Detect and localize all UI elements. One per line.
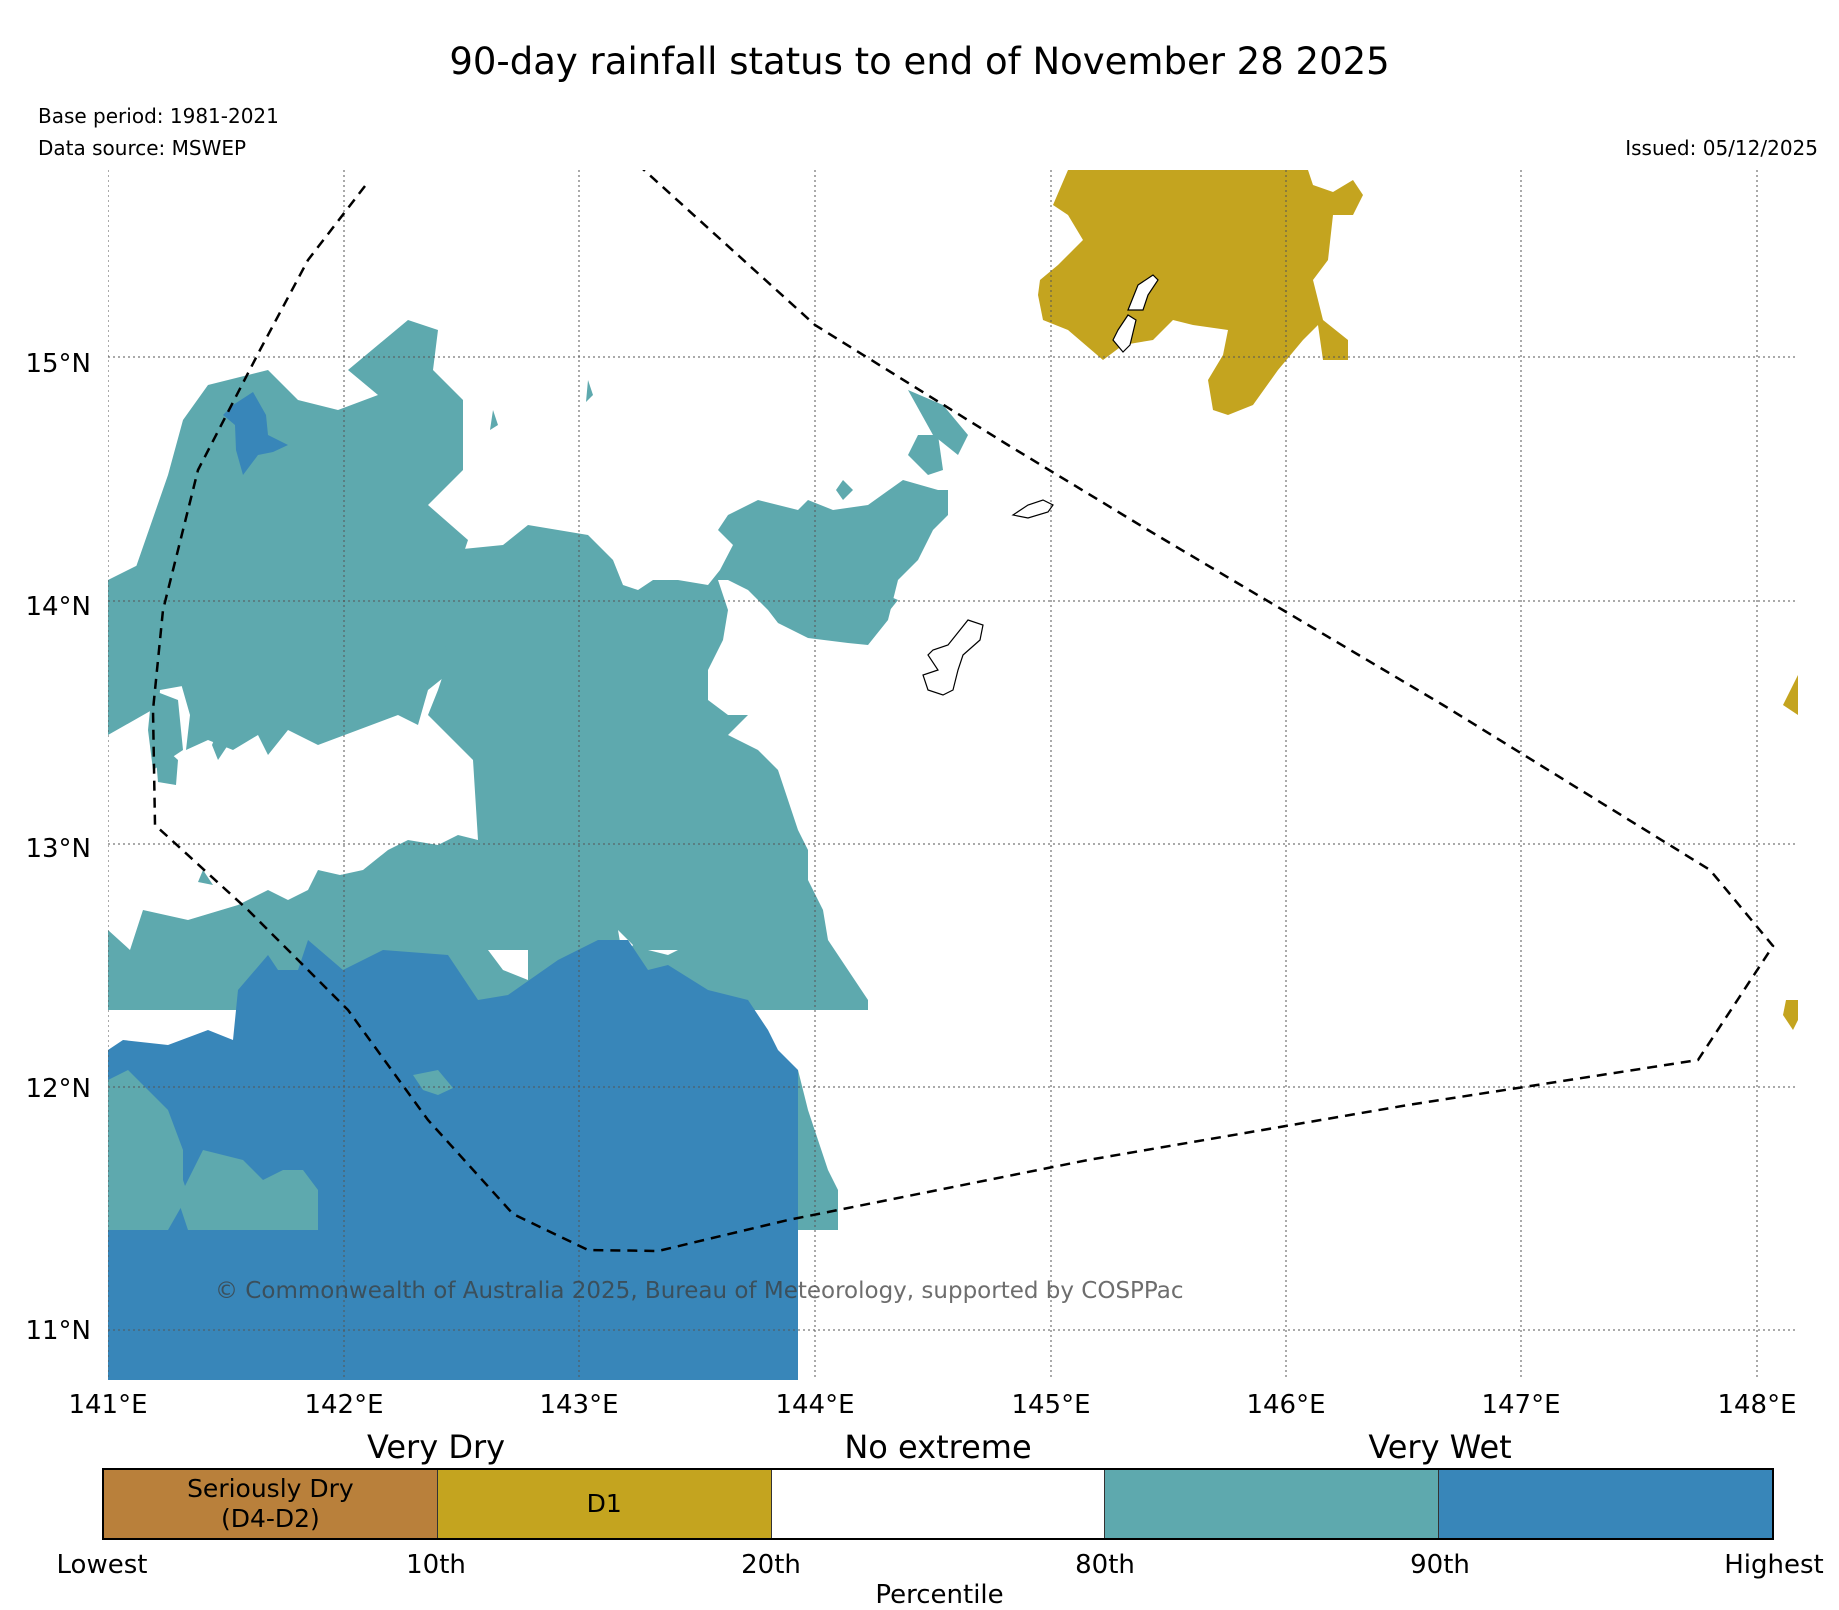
rainfall-map[interactable] xyxy=(108,170,1798,1380)
percentile-tick: 80th xyxy=(1075,1550,1135,1580)
d1-dry-region xyxy=(1038,170,1798,1030)
percentile-tick: Lowest xyxy=(56,1550,148,1580)
copyright-notice: © Commonwealth of Australia 2025, Bureau… xyxy=(215,1278,1184,1304)
gridlines xyxy=(108,170,1798,1380)
legend-colorbar: Seriously Dry (D4-D2) D1 xyxy=(102,1468,1774,1540)
eez-boundary xyxy=(151,170,1775,1253)
lat-tick: 12°N xyxy=(25,1074,91,1104)
issued-date: Issued: 05/12/2025 xyxy=(1625,136,1818,160)
lon-tick: 147°E xyxy=(1481,1390,1561,1420)
lat-tick: 13°N xyxy=(25,834,91,864)
lon-tick: 144°E xyxy=(775,1390,855,1420)
lon-tick: 145°E xyxy=(1011,1390,1091,1420)
legend-category-no-extreme: No extreme xyxy=(844,1428,1032,1466)
percentile-tick: 90th xyxy=(1410,1550,1470,1580)
lon-tick: 143°E xyxy=(539,1390,619,1420)
lat-tick: 11°N xyxy=(25,1316,91,1346)
base-period: Base period: 1981-2021 xyxy=(38,104,279,128)
data-source: Data source: MSWEP xyxy=(38,136,247,160)
percentile-tick: 10th xyxy=(406,1550,466,1580)
very-wet-80-region xyxy=(108,320,968,1010)
legend-category-very-dry: Very Dry xyxy=(366,1428,506,1466)
lon-tick: 146°E xyxy=(1246,1390,1326,1420)
legend-no-extreme-swatch xyxy=(771,1470,1106,1538)
lon-tick: 142°E xyxy=(304,1390,384,1420)
legend-seriously-dry-swatch: Seriously Dry (D4-D2) xyxy=(104,1470,438,1538)
percentile-tick: 20th xyxy=(741,1550,801,1580)
legend-90th-swatch xyxy=(1439,1470,1772,1538)
lat-tick: 15°N xyxy=(25,349,91,379)
very-wet-80-lower xyxy=(108,1070,838,1230)
lat-tick: 14°N xyxy=(25,592,91,622)
lon-tick: 148°E xyxy=(1717,1390,1797,1420)
percentile-tick: Highest xyxy=(1724,1550,1824,1580)
percentile-axis-label: Percentile xyxy=(875,1580,1004,1610)
legend-80th-swatch xyxy=(1105,1470,1440,1538)
legend-category-very-wet: Very Wet xyxy=(1368,1428,1512,1466)
map-title: 90-day rainfall status to end of Novembe… xyxy=(449,40,1390,83)
coastline-islands xyxy=(922,274,1159,696)
lon-tick: 141°E xyxy=(68,1390,148,1420)
legend-d1-swatch: D1 xyxy=(437,1470,772,1538)
